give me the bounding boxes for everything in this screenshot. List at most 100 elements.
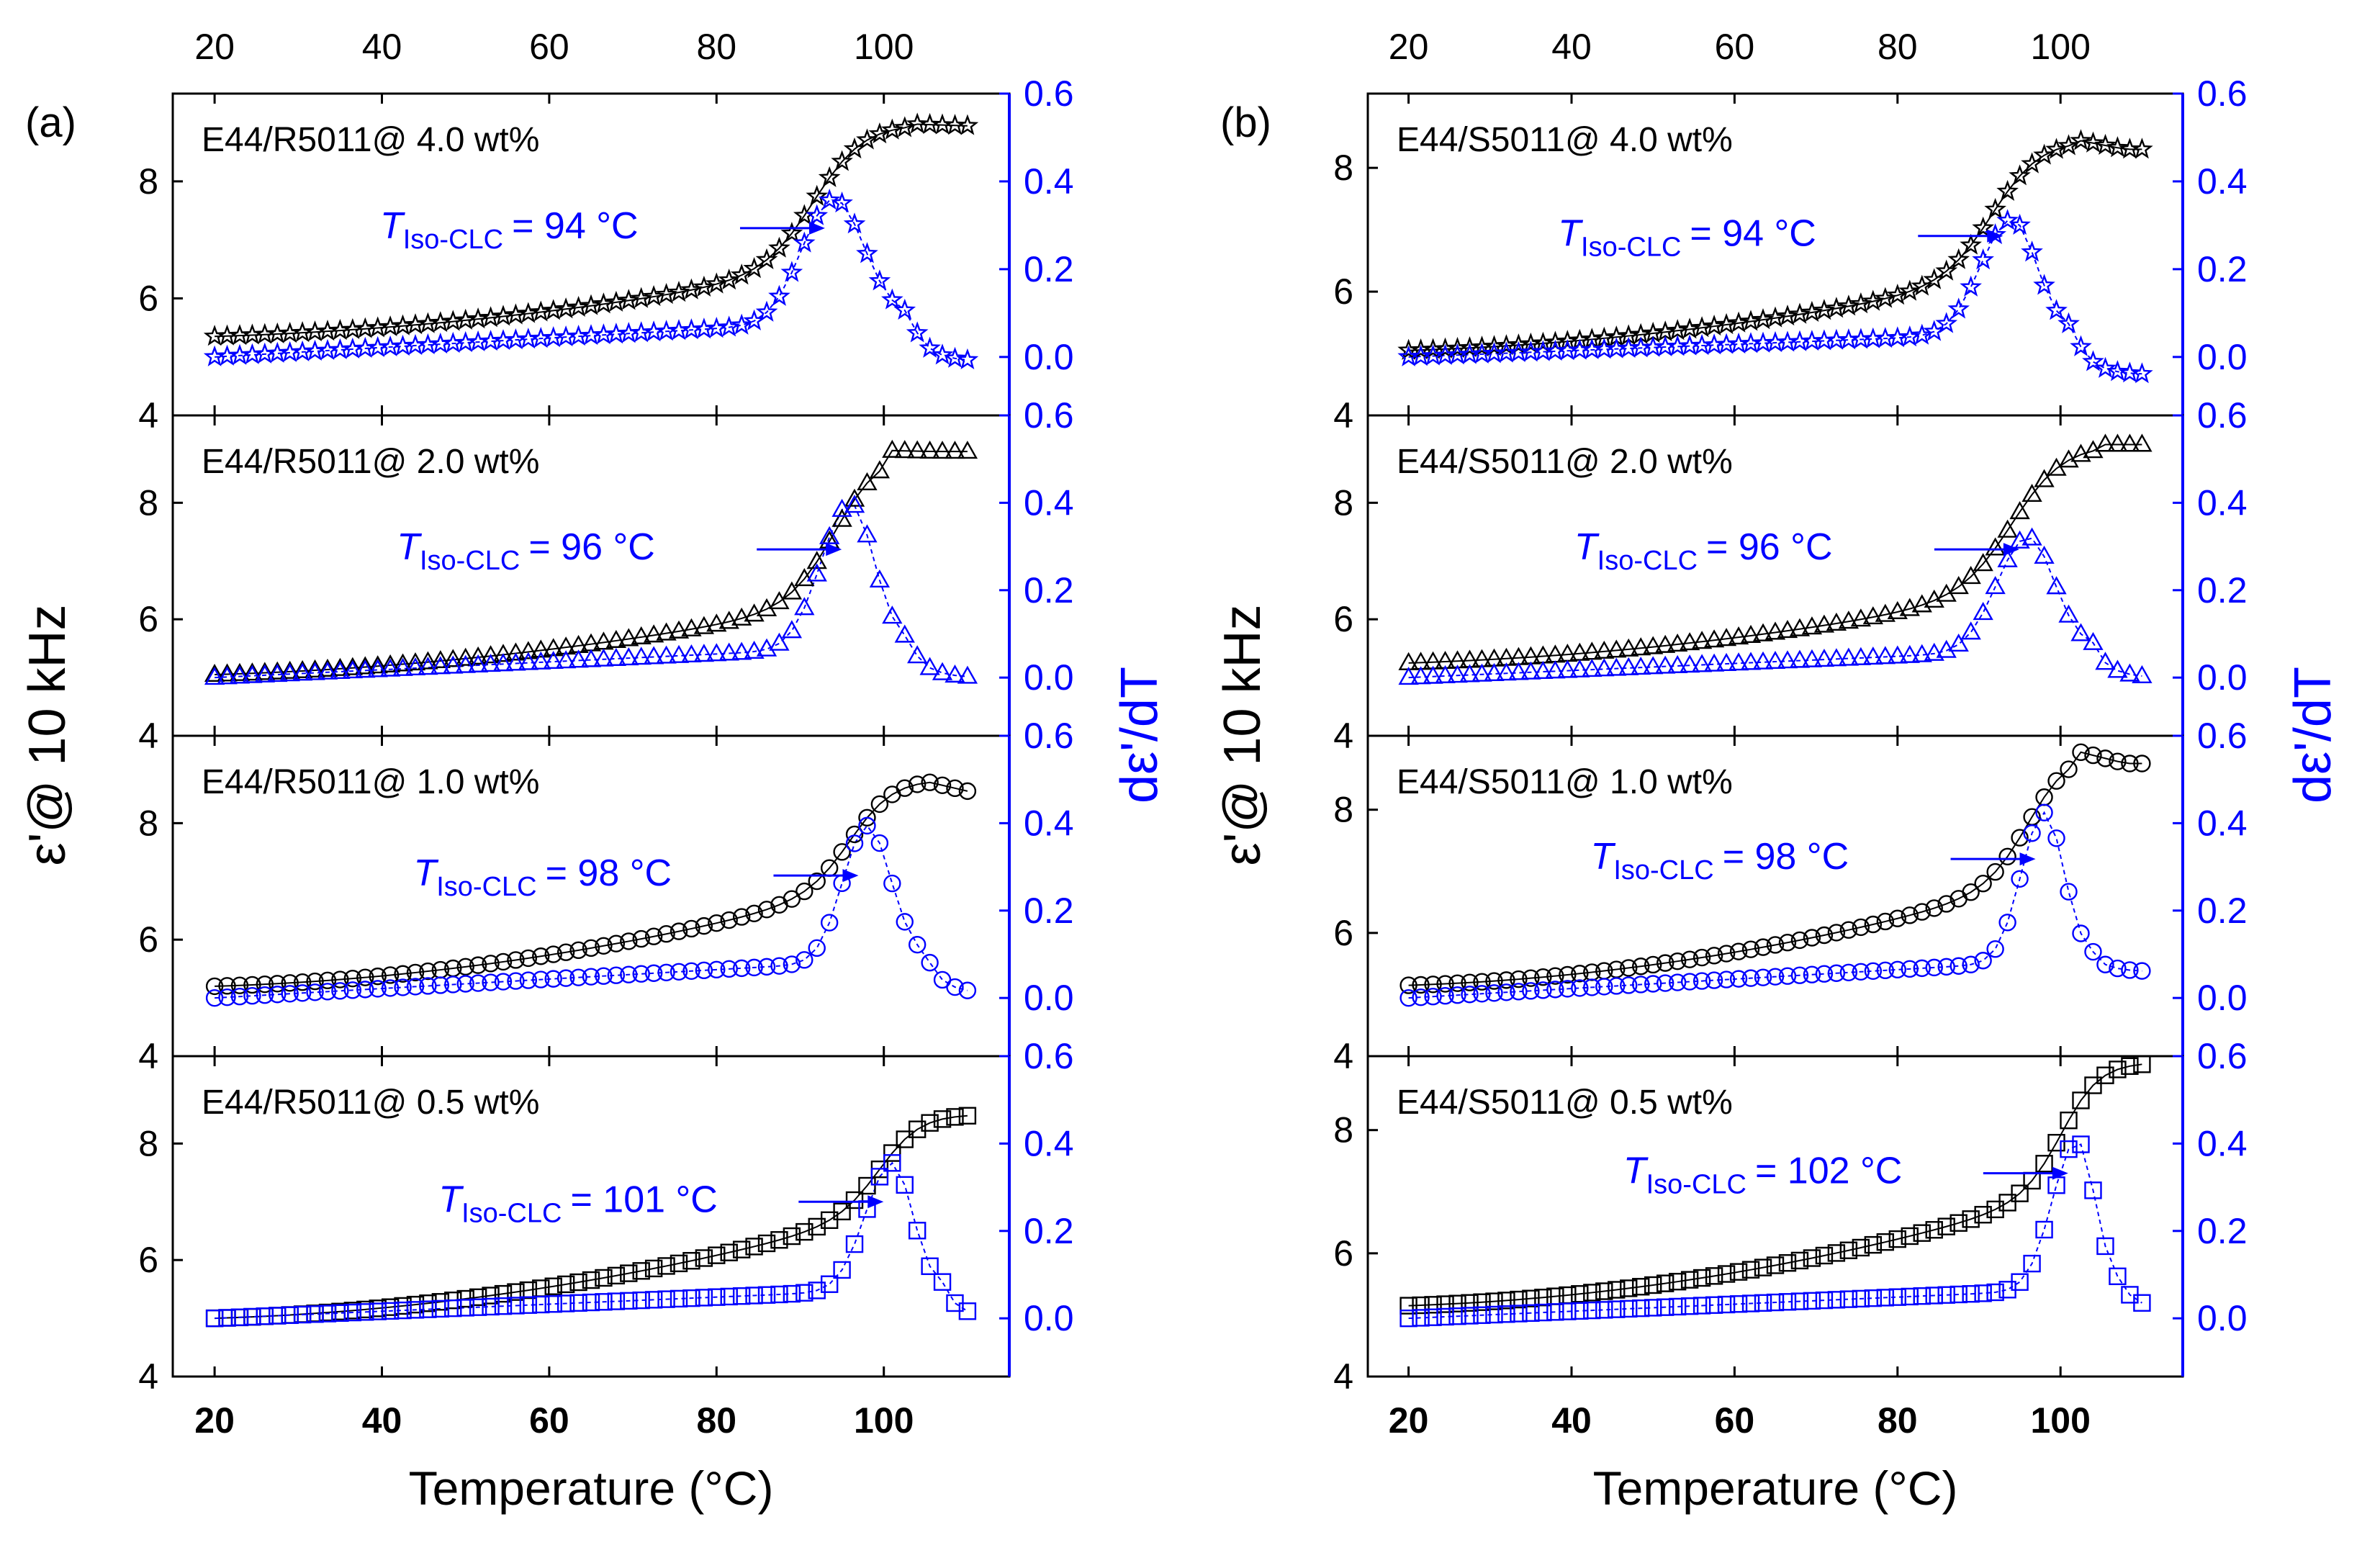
data-point-epsilon <box>743 257 765 279</box>
data-point-derivative <box>1901 1287 1919 1306</box>
data-point-derivative <box>1740 652 1762 670</box>
data-point-epsilon <box>1913 903 1931 921</box>
data-point-derivative <box>1998 914 2016 932</box>
x-top-tick-label: 40 <box>1551 27 1592 67</box>
data-point-derivative <box>2011 870 2029 888</box>
data-point-epsilon <box>1620 959 1638 977</box>
data-point-derivative <box>2109 959 2127 978</box>
data-point-derivative <box>681 644 702 663</box>
data-point-derivative <box>469 974 487 992</box>
data-point-derivative <box>595 1293 613 1311</box>
y-left-tick-label: 8 <box>138 482 158 523</box>
data-point-epsilon <box>808 872 826 891</box>
data-point-epsilon <box>318 971 337 990</box>
data-point-derivative <box>656 645 677 664</box>
y-right-tick-label: 0.2 <box>2197 249 2248 289</box>
data-point-derivative <box>555 650 577 669</box>
subplot: 4 6 8 0.0 0.2 0.4 0.6 E44/R5011@ 1.0 wt% TIso-CL… <box>138 716 1073 1076</box>
annotation-value: = 101 °C <box>570 1179 717 1220</box>
data-point-derivative <box>1631 657 1651 675</box>
data-point-epsilon <box>1705 1267 1723 1285</box>
data-point-epsilon <box>1998 1194 2016 1212</box>
data-point-epsilon <box>1583 1284 1601 1302</box>
annotation-transition-temp: TIso-CLC = 102 °C <box>1623 1150 1903 1200</box>
data-point-derivative <box>731 641 752 660</box>
data-point-epsilon <box>757 901 776 919</box>
data-point-derivative <box>806 204 829 225</box>
data-point-epsilon <box>1448 974 1466 992</box>
data-point-derivative <box>243 987 261 1005</box>
data-point-epsilon <box>1790 931 1809 950</box>
data-point-derivative <box>695 1289 713 1307</box>
y-right-tick-label: 0.0 <box>1024 337 1074 377</box>
data-point-epsilon <box>957 441 978 459</box>
data-point-derivative <box>632 965 650 983</box>
data-point-derivative <box>494 1297 513 1315</box>
annotation-arrowhead <box>2052 1166 2068 1180</box>
data-point-derivative <box>858 816 876 835</box>
annotation-symbol: T <box>397 526 422 568</box>
data-point-epsilon <box>1703 315 1726 336</box>
data-point-derivative <box>230 1308 249 1326</box>
data-point-derivative <box>330 660 351 679</box>
data-point-derivative <box>1864 962 1883 981</box>
x-bottom-tick-label: 100 <box>854 1400 914 1441</box>
data-point-derivative <box>1546 981 1564 999</box>
data-point-derivative <box>205 1309 224 1328</box>
data-point-epsilon <box>783 890 801 908</box>
data-point-epsilon <box>1729 942 1748 960</box>
data-point-derivative <box>1803 1292 1821 1310</box>
data-point-derivative <box>894 624 915 643</box>
data-point-derivative <box>418 657 438 675</box>
data-point-epsilon <box>2021 483 2042 503</box>
data-point-epsilon <box>1974 1206 1992 1224</box>
data-point-derivative <box>2072 924 2090 942</box>
data-point-derivative <box>419 1300 437 1318</box>
data-point-derivative <box>1595 1301 1613 1319</box>
y-left-tick-label: 6 <box>1333 271 1353 312</box>
data-point-epsilon <box>833 843 851 861</box>
data-point-epsilon <box>1436 1295 1454 1313</box>
data-point-derivative <box>670 963 688 981</box>
data-point-derivative <box>921 1257 939 1275</box>
data-point-epsilon <box>469 1288 487 1307</box>
data-point-epsilon <box>582 1271 600 1289</box>
data-point-epsilon <box>505 642 526 661</box>
data-point-derivative <box>1864 1289 1883 1307</box>
data-point-epsilon <box>1947 248 1970 269</box>
annotation-arrowhead <box>867 1195 884 1209</box>
data-point-derivative <box>1534 1303 1552 1322</box>
data-point-epsilon <box>1643 636 1664 654</box>
y-right-tick-label: 0.4 <box>2197 803 2248 843</box>
data-point-epsilon <box>1424 1296 1442 1314</box>
data-point-epsilon <box>1618 638 1639 657</box>
data-point-derivative <box>1680 1297 1699 1315</box>
data-point-epsilon <box>443 649 464 667</box>
data-point-epsilon <box>783 1227 801 1246</box>
y-right-tick-label: 0.0 <box>2197 1298 2248 1338</box>
data-point-epsilon <box>1924 589 1944 608</box>
data-point-derivative <box>2046 576 2067 595</box>
data-point-derivative <box>281 1306 299 1324</box>
data-point-derivative <box>1557 659 1578 678</box>
data-point-epsilon <box>256 975 274 994</box>
data-point-derivative <box>1399 1309 1417 1328</box>
data-point-derivative <box>856 242 878 263</box>
data-point-epsilon <box>1813 299 1836 320</box>
data-point-derivative <box>2109 1267 2127 1285</box>
data-point-derivative <box>1632 976 1650 994</box>
data-point-derivative <box>343 981 362 999</box>
annotation-symbol: T <box>1591 836 1616 878</box>
data-point-epsilon <box>582 939 600 958</box>
data-point-epsilon <box>342 657 363 675</box>
data-point-epsilon <box>1716 628 1737 647</box>
data-point-derivative <box>1644 1299 1662 1317</box>
data-point-epsilon <box>356 968 374 986</box>
data-point-epsilon <box>745 1238 763 1256</box>
data-point-derivative <box>1522 982 1540 1000</box>
data-point-derivative <box>1679 654 1700 673</box>
x-top-tick-label: 100 <box>2030 27 2090 67</box>
data-point-derivative <box>2021 240 2043 262</box>
data-point-derivative <box>1534 981 1552 999</box>
